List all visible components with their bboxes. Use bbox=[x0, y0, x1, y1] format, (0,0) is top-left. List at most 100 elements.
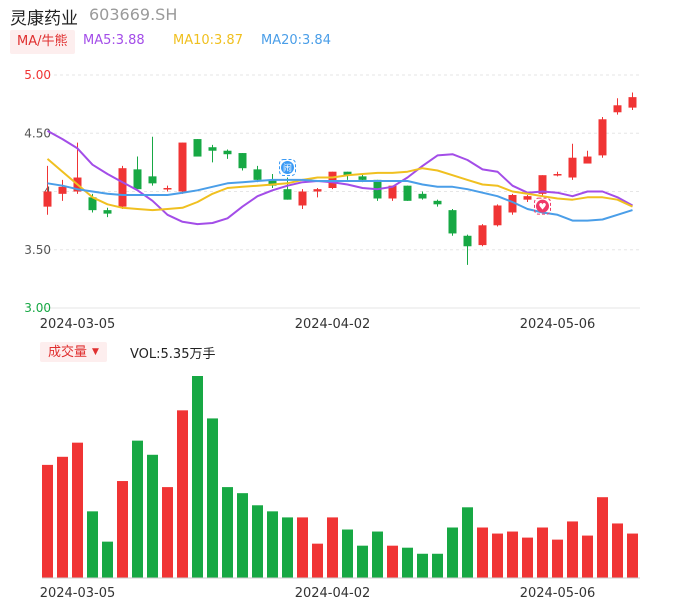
volume-bar bbox=[627, 533, 638, 578]
volume-bar bbox=[492, 533, 503, 578]
volume-value: VOL:5.35万手 bbox=[130, 347, 216, 362]
volume-bar bbox=[582, 535, 593, 578]
candle-body bbox=[163, 188, 172, 190]
candle-body bbox=[358, 176, 367, 180]
volume-bar bbox=[507, 531, 518, 578]
volume-bar bbox=[537, 527, 548, 578]
candle-body bbox=[133, 169, 142, 190]
event-marker-heart-icon: ♥ bbox=[534, 197, 551, 215]
volume-bar bbox=[522, 537, 533, 578]
volume-bar bbox=[72, 442, 83, 578]
volume-bar bbox=[312, 543, 323, 578]
price-axis-label: 5.00 bbox=[24, 68, 51, 82]
volume-indicator-button[interactable]: 成交量 ▼ bbox=[40, 342, 107, 362]
volume-bar bbox=[282, 517, 293, 578]
candle-body bbox=[268, 179, 277, 186]
marker-frame bbox=[534, 197, 551, 215]
volume-bar bbox=[552, 539, 563, 578]
volume-bar bbox=[327, 517, 338, 578]
candle-body bbox=[628, 97, 637, 108]
volume-bar bbox=[177, 410, 188, 578]
event-marker-bell-icon: 闹 bbox=[279, 159, 296, 177]
marker-frame bbox=[279, 159, 296, 177]
volume-bar bbox=[297, 517, 308, 578]
volume-bar bbox=[597, 497, 608, 578]
volume-button-label: 成交量 bbox=[48, 345, 88, 360]
date-axis-label: 2024-03-05 bbox=[40, 586, 116, 601]
stock-code: 603669.SH bbox=[89, 5, 178, 24]
volume-bar bbox=[147, 454, 158, 578]
volume-bar bbox=[447, 527, 458, 578]
stock-name: 灵康药业 bbox=[10, 9, 78, 29]
volume-bar bbox=[162, 487, 173, 578]
ma5-value: MA5:3.88 bbox=[83, 33, 145, 48]
candle-body bbox=[283, 189, 292, 200]
volume-bar bbox=[57, 456, 68, 578]
volume-bar bbox=[372, 531, 383, 578]
candle-body bbox=[58, 186, 67, 194]
candle-body bbox=[343, 171, 352, 176]
date-axis-label: 2024-04-02 bbox=[295, 586, 371, 601]
volume-bar bbox=[387, 545, 398, 578]
candle-body bbox=[448, 210, 457, 234]
candle-body bbox=[208, 147, 217, 151]
candle-body bbox=[433, 200, 442, 205]
candle-body bbox=[328, 171, 337, 189]
volume-bar bbox=[342, 529, 353, 578]
candle-body bbox=[298, 191, 307, 206]
candle-body bbox=[43, 191, 52, 207]
candle-body bbox=[118, 168, 127, 207]
candle-body bbox=[508, 194, 517, 213]
candle-body bbox=[103, 210, 112, 214]
ma10-value: MA10:3.87 bbox=[173, 33, 243, 48]
candle-body bbox=[223, 150, 232, 155]
candle-body bbox=[148, 176, 157, 184]
candle-body bbox=[538, 175, 547, 194]
volume-bar bbox=[87, 511, 98, 578]
candle-body bbox=[583, 156, 592, 164]
marker-dot bbox=[536, 199, 549, 213]
candle-body bbox=[313, 189, 322, 192]
candle-body bbox=[388, 185, 397, 199]
volume-bar bbox=[207, 418, 218, 578]
candle-body bbox=[193, 139, 202, 157]
candle-body bbox=[88, 197, 97, 211]
candle-body bbox=[253, 169, 262, 180]
date-axis-label: 2024-05-06 bbox=[520, 586, 596, 601]
candle-body bbox=[568, 157, 577, 178]
marker-glyph: 闹 bbox=[283, 162, 292, 174]
candle-body bbox=[478, 225, 487, 246]
volume-bar bbox=[42, 464, 53, 578]
volume-bar bbox=[267, 511, 278, 578]
candle-body bbox=[238, 153, 247, 169]
candle-body bbox=[418, 193, 427, 199]
candle-body bbox=[523, 196, 532, 200]
volume-bar bbox=[357, 545, 368, 578]
volume-bar bbox=[222, 487, 233, 578]
candle-body bbox=[178, 142, 187, 192]
candle-body bbox=[613, 105, 622, 113]
volume-bar bbox=[237, 493, 248, 578]
ma10-line bbox=[46, 158, 633, 212]
volume-chart[interactable]: 2024-03-05 2024-04-02 2024-05-06 bbox=[0, 366, 686, 606]
volume-bar bbox=[192, 376, 203, 578]
marker-glyph: ♥ bbox=[538, 203, 546, 213]
candle-body bbox=[463, 235, 472, 247]
volume-bar bbox=[567, 521, 578, 578]
volume-bar bbox=[117, 481, 128, 578]
volume-bar bbox=[477, 527, 488, 578]
candle-body bbox=[598, 119, 607, 156]
volume-bar bbox=[462, 507, 473, 578]
date-axis-label: 2024-05-06 bbox=[520, 317, 596, 332]
volume-bar bbox=[402, 547, 413, 578]
date-axis-label: 2024-04-02 bbox=[295, 317, 371, 332]
volume-bar bbox=[132, 440, 143, 578]
volume-bar bbox=[417, 553, 428, 578]
volume-bar bbox=[102, 541, 113, 578]
volume-bar bbox=[612, 523, 623, 578]
marker-dot bbox=[281, 161, 294, 175]
ma-indicator-button[interactable]: MA/牛熊 bbox=[10, 30, 75, 54]
candle-body bbox=[403, 185, 412, 201]
price-chart[interactable]: 5.004.5043.503.002024-03-052024-04-02202… bbox=[0, 0, 686, 340]
